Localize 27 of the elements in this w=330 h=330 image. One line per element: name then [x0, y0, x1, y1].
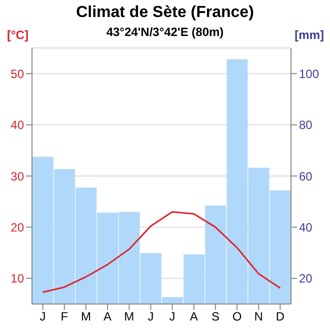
- x-tick-label: J: [40, 310, 46, 324]
- chart-title: Climat de Sète (France): [75, 4, 255, 22]
- y2-tick-label: 40: [299, 220, 313, 234]
- x-tick-label: M: [80, 310, 91, 324]
- x-tick-label: A: [190, 310, 198, 324]
- y-tick-label: 20: [10, 220, 24, 234]
- x-tick-label: O: [232, 310, 242, 324]
- x-tick-label: D: [276, 310, 285, 324]
- y2-axis-title: [mm]: [294, 28, 324, 42]
- x-tick-label: N: [254, 310, 263, 324]
- y-tick-label: 30: [10, 169, 24, 184]
- x-tick-label: F: [60, 310, 68, 324]
- line-series: [42, 211, 281, 293]
- y-tick-label: 40: [10, 118, 24, 132]
- x-tick-label: M: [124, 310, 134, 324]
- y-tick-label: 10: [10, 272, 24, 286]
- y-tick-label: 50: [10, 66, 24, 81]
- y-axis-title: [°C]: [7, 28, 28, 42]
- chart-subtitle: 43°24'N/3°42'E (80m): [106, 25, 224, 39]
- y2-tick-label: 100: [299, 66, 320, 81]
- y2-tick-label: 80: [299, 118, 313, 132]
- x-tick-label: A: [104, 310, 112, 324]
- y2-tick-label: 20: [299, 272, 313, 286]
- x-tick-label: J: [148, 310, 154, 324]
- x-tick-label: S: [211, 310, 220, 324]
- x-tick-label: J: [169, 310, 176, 324]
- y2-tick-label: 60: [299, 169, 313, 184]
